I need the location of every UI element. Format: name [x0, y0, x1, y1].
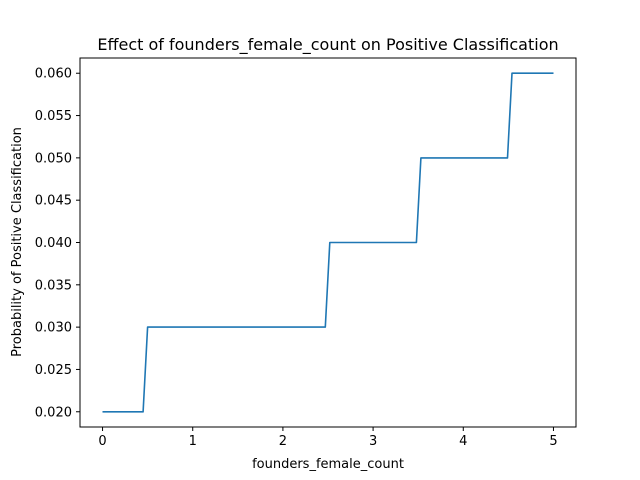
- y-axis: 0.020 0.025 0.030 0.035 0.040 0.045 0.050 0.055…: [35, 67, 80, 420]
- x-tick-label: 1: [189, 434, 197, 449]
- series-layer: [102, 72, 554, 413]
- x-tick-label: 3: [369, 434, 377, 449]
- plot-frame: [79, 57, 577, 428]
- x-tick-label: 2: [279, 434, 287, 449]
- y-tick-label: 0.025: [35, 363, 72, 378]
- x-axis-label: founders_female_count: [252, 457, 404, 472]
- y-tick-label: 0.040: [35, 236, 72, 251]
- y-tick-label: 0.035: [35, 278, 72, 293]
- x-tick-label: 0: [98, 434, 106, 449]
- y-tick-label: 0.045: [35, 194, 72, 209]
- y-tick-label: 0.060: [35, 67, 72, 82]
- x-axis: 0 1 2 3 4 5: [98, 427, 558, 449]
- y-tick-label: 0.020: [35, 405, 72, 420]
- y-tick-label: 0.050: [35, 151, 72, 166]
- x-tick-label: 5: [549, 434, 557, 449]
- y-tick-label: 0.055: [35, 109, 72, 124]
- plot-area: [79, 57, 577, 428]
- y-axis-label: Probability of Positive Classification: [10, 127, 25, 357]
- series-line: [102, 72, 554, 413]
- x-tick-label: 4: [459, 434, 467, 449]
- y-tick-label: 0.030: [35, 321, 72, 336]
- chart-title: Effect of founders_female_count on Posit…: [97, 35, 558, 55]
